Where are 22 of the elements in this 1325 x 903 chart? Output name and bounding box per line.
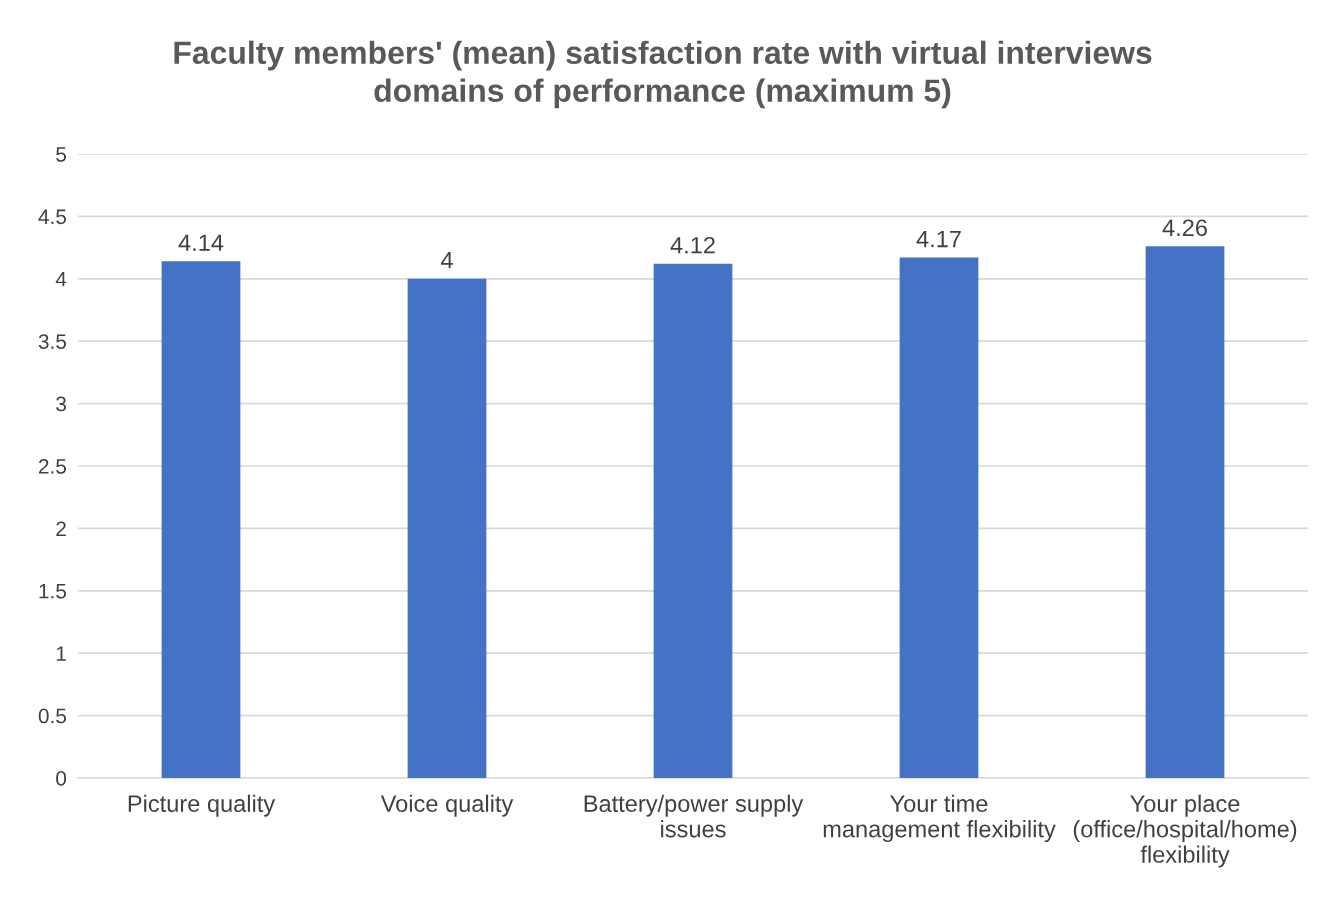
x-tick-label: Battery/power supply issues xyxy=(584,794,804,838)
data-label: 4.12 xyxy=(670,236,715,254)
y-tick-label: 4 xyxy=(55,272,67,287)
y-tick-label: 2 xyxy=(56,521,66,536)
y-tick-label: 0.5 xyxy=(38,708,67,724)
y-tick-label: 3 xyxy=(56,396,66,412)
y-tick-label: 1 xyxy=(56,646,66,661)
x-tick-label: Picture quality xyxy=(128,794,276,817)
data-label: 4.17 xyxy=(916,230,961,248)
y-tick-label: 2.5 xyxy=(38,459,67,474)
y-tick-label: 0 xyxy=(56,771,67,786)
data-label: 4.14 xyxy=(178,234,224,251)
y-tick-label: 3.5 xyxy=(38,334,67,349)
x-tick-label: Your time management flexibility xyxy=(823,794,1056,843)
y-tick-label: 4.5 xyxy=(38,209,67,225)
data-label: 4 xyxy=(440,252,453,269)
x-tick-label: Voice quality xyxy=(380,794,514,817)
data-label: 4.26 xyxy=(1162,219,1207,237)
x-tick-label: Your place (office/hospital/home) flexibility xyxy=(1073,794,1297,868)
y-tick-label: 5 xyxy=(56,147,67,162)
chart-title: Faculty members' (mean) satisfaction rate with virtual interviews domains of performance (maximum 5) xyxy=(174,40,1152,109)
y-tick-label: 1.5 xyxy=(39,584,67,599)
